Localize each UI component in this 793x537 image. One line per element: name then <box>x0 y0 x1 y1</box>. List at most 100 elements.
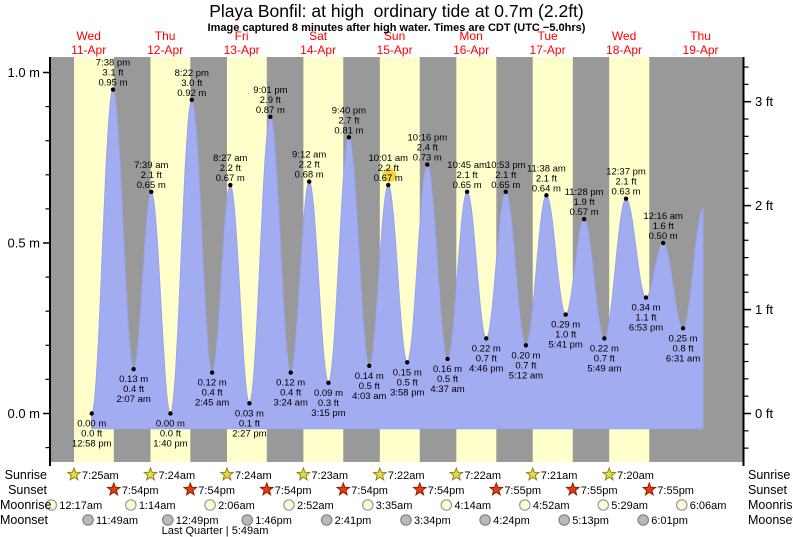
sunrise-icon <box>372 466 388 481</box>
moonrise-entry: 2:06am <box>204 499 255 512</box>
svg-text:0.63 m: 0.63 m <box>612 187 641 198</box>
svg-text:14-Apr: 14-Apr <box>300 43 336 57</box>
sunset-entry: 7:55pm <box>565 481 618 497</box>
tide-point-dot <box>149 189 154 195</box>
tide-point-label: 10:01 am2.2 ft0.67 m <box>368 153 408 188</box>
moonset-entry: 11:49am <box>82 514 138 527</box>
sunset-caption-right: Sunset <box>748 483 787 497</box>
moonset-entry: 12:49pm <box>161 514 219 527</box>
sunrise-caption-left: Sunrise <box>4 468 47 482</box>
tide-point-dot <box>623 196 629 201</box>
svg-text:0.25 m: 0.25 m <box>669 333 698 344</box>
svg-text:0.7 ft: 0.7 ft <box>515 360 536 371</box>
svg-text:0.65 m: 0.65 m <box>491 180 520 191</box>
svg-text:11-Apr: 11-Apr <box>71 43 106 57</box>
svg-text:10:01 am: 10:01 am <box>368 153 408 164</box>
svg-text:2:07 am: 2:07 am <box>116 394 150 405</box>
tide-point-dot <box>386 182 391 188</box>
svg-text:0.67 m: 0.67 m <box>374 173 403 184</box>
moonrise-icon <box>125 499 137 511</box>
svg-text:0.7 ft: 0.7 ft <box>476 353 497 364</box>
sunrise-time: 7:24am <box>158 470 195 482</box>
svg-text:0.5 ft: 0.5 ft <box>359 381 380 392</box>
tide-point-label: 0.12 m0.4 ft3:24 am <box>274 370 308 409</box>
moonrise-icon <box>361 499 374 511</box>
svg-text:0.73 m: 0.73 m <box>413 153 442 164</box>
tide-point-label: 9:12 am2.2 ft0.68 m <box>292 150 326 184</box>
svg-text:0.0 ft: 0.0 ft <box>160 429 181 440</box>
sunset-caption-left: Sunset <box>8 483 47 497</box>
sunrise-icon <box>219 466 235 481</box>
tide-point-dot <box>425 162 430 167</box>
tide-point-dot <box>581 216 587 222</box>
svg-text:10:16 pm: 10:16 pm <box>408 133 448 144</box>
moonrise-icon <box>519 499 531 511</box>
current-time-marker <box>382 168 397 183</box>
left-axis-label: 0.0 m <box>7 406 40 421</box>
svg-text:2.2 ft: 2.2 ft <box>378 163 399 174</box>
sunset-entry: 7:55pm <box>641 481 694 497</box>
sunrise-time: 7:24am <box>235 470 272 482</box>
sunrise-icon <box>601 466 617 481</box>
svg-text:19-Apr: 19-Apr <box>683 43 719 57</box>
sunrise-caption-right: Sunrise <box>748 468 791 482</box>
sunset-time: 7:55pm <box>504 485 541 497</box>
svg-text:Thu: Thu <box>155 29 176 43</box>
svg-text:0.65 m: 0.65 m <box>137 180 166 191</box>
svg-text:7:38 pm: 7:38 pm <box>96 58 130 69</box>
tide-point-label: 0.12 m0.4 ft2:45 am <box>195 370 229 409</box>
tide-point-label: 0.00 m0.0 ft1:40 pm <box>153 411 188 450</box>
tide-point-dot <box>228 182 233 188</box>
tide-point-label: 0.14 m0.5 ft4:03 am <box>352 363 387 402</box>
tide-point-dot <box>268 114 273 120</box>
sunset-time: 7:54pm <box>351 485 388 497</box>
svg-text:3:15 pm: 3:15 pm <box>311 408 345 419</box>
svg-text:0.00 m: 0.00 m <box>77 419 106 430</box>
svg-text:12:37 pm: 12:37 pm <box>606 167 646 178</box>
svg-text:2.1 ft: 2.1 ft <box>615 177 636 188</box>
svg-text:0.12 m: 0.12 m <box>276 378 305 389</box>
moonrise-icon <box>283 499 295 511</box>
sunrise-time: 7:20am <box>617 470 654 482</box>
tide-point-label: 0.29 m1.0 ft5:41 pm <box>549 312 583 351</box>
svg-text:1.0 ft: 1.0 ft <box>555 330 576 341</box>
svg-text:3:58 pm: 3:58 pm <box>390 387 424 398</box>
tide-point-label: 11:28 pm1.9 ft0.57 m <box>565 187 604 222</box>
tide-point-dot <box>660 240 666 246</box>
sunset-entry: 7:54pm <box>182 481 235 497</box>
svg-text:2:27 pm: 2:27 pm <box>232 428 266 439</box>
svg-text:12:16 am: 12:16 am <box>643 211 683 222</box>
sunset-entry: 7:54pm <box>259 481 312 497</box>
svg-text:8:27 am: 8:27 am <box>213 153 247 164</box>
tide-point-dot <box>306 179 312 184</box>
svg-text:0.1 ft: 0.1 ft <box>239 418 260 429</box>
sunrise-time: 7:23am <box>311 470 348 482</box>
sunrise-time: 7:22am <box>388 470 425 482</box>
sunset-time: 7:55pm <box>657 485 694 497</box>
svg-text:1:40 pm: 1:40 pm <box>153 439 187 450</box>
svg-text:0.67 m: 0.67 m <box>216 173 245 184</box>
svg-text:0.4 ft: 0.4 ft <box>202 388 223 399</box>
moonset-time: 4:24pm <box>493 515 530 527</box>
right-axis-label: 2 ft <box>755 198 773 213</box>
svg-text:0.34 m: 0.34 m <box>631 303 660 314</box>
moonset-time: 6:01pm <box>651 515 688 527</box>
tide-point-dot <box>247 401 252 406</box>
tide-point-label: 12:16 am1.6 ft0.50 m <box>643 211 683 246</box>
svg-text:16-Apr: 16-Apr <box>453 43 489 57</box>
tide-point-label: 0.03 m0.1 ft2:27 pm <box>232 401 267 439</box>
tide-point-label: 11:38 am2.1 ft0.64 m <box>527 163 566 198</box>
moonset-entry: 1:46pm <box>241 514 292 527</box>
svg-text:0.65 m: 0.65 m <box>453 180 482 191</box>
svg-text:Wed: Wed <box>612 29 636 43</box>
moonrise-icon <box>45 499 58 511</box>
tide-point-label: 9:40 pm2.7 ft0.81 m <box>332 105 366 140</box>
right-axis-label: 3 ft <box>755 94 773 109</box>
svg-text:3.0 ft: 3.0 ft <box>181 78 202 89</box>
